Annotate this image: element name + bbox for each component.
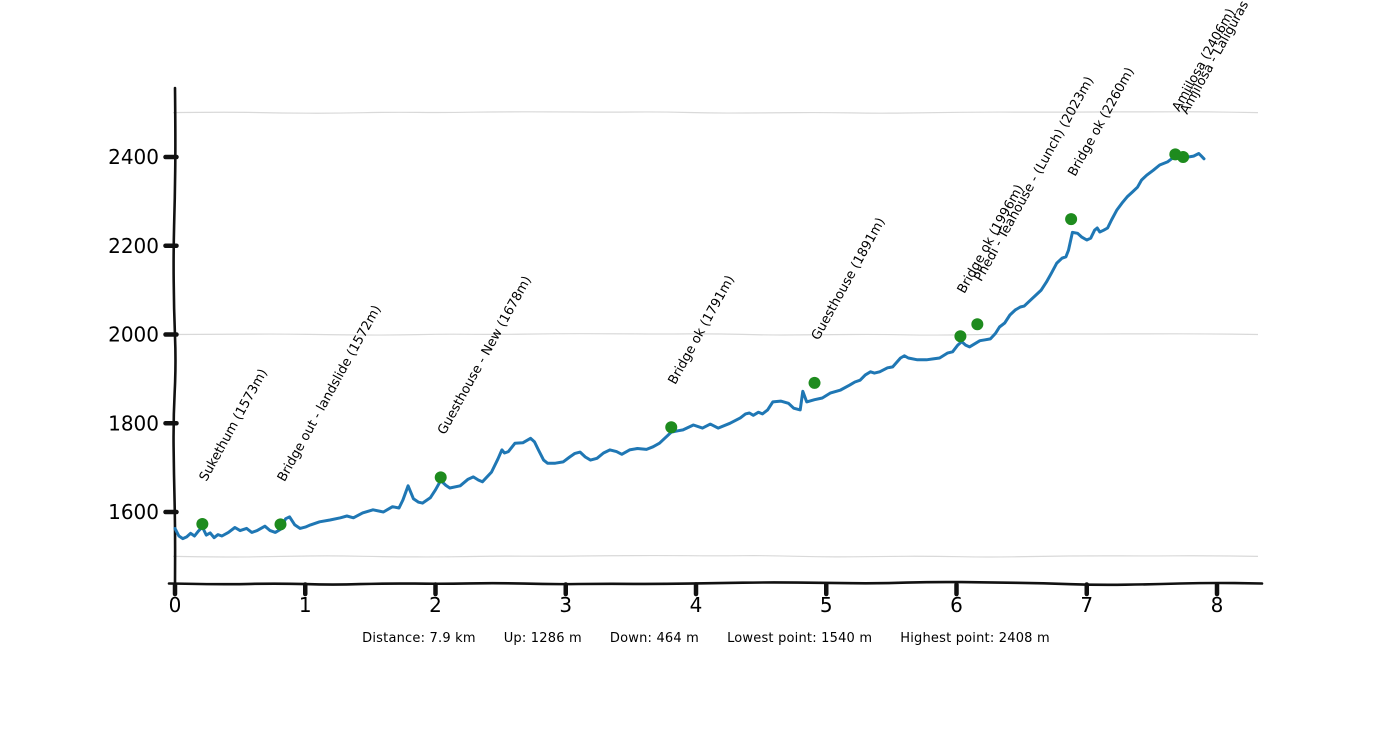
x-tick-label-3: 3 [559, 593, 572, 617]
waypoint-dot-9 [1177, 151, 1190, 163]
waypoint-label-1: Bridge out - landslide (1572m) [275, 303, 385, 484]
x-tick-label-0: 0 [169, 593, 182, 617]
grid-line-2000 [172, 333, 1259, 336]
elevation-profile-line [173, 152, 1206, 541]
x-tick-label-6: 6 [950, 593, 963, 617]
y-tick-label-2200: 2200 [108, 234, 159, 258]
waypoint-dot-2 [434, 471, 447, 484]
stat-up: Up: 1286 m [503, 631, 582, 646]
waypoint-label-4: Guesthouse (1891m) [809, 215, 889, 342]
waypoint-dot-7 [1065, 213, 1078, 226]
y-tick-label-1800: 1800 [108, 411, 159, 435]
x-tick-label-5: 5 [820, 593, 833, 617]
stat-down: Down: 464 m [609, 631, 700, 646]
waypoint-dot-0 [196, 517, 209, 530]
x-tick-label-2: 2 [429, 593, 442, 617]
waypoint-label-2: Guesthouse - New (1678m) [435, 274, 535, 438]
y-tick-label-2400: 2400 [108, 145, 159, 169]
stat-lowest-point: Lowest point: 1540 m [727, 631, 873, 646]
x-tick-label-1: 1 [299, 593, 312, 617]
waypoint-dot-5 [954, 330, 967, 343]
waypoint-label-9: Amjilosa - Laliguras [1177, 0, 1252, 117]
waypoint-dot-6 [971, 318, 984, 331]
y-tick-label-1600: 1600 [108, 500, 159, 524]
waypoint-dot-1 [274, 518, 287, 531]
waypoint-label-0: Sukethum (1573m) [197, 367, 271, 484]
grid-line-2500 [172, 111, 1259, 114]
x-tick-label-8: 8 [1211, 593, 1224, 617]
waypoint-label-7: Bridge ok (2260m) [1065, 65, 1137, 179]
grid-line-1500 [172, 554, 1259, 558]
stat-highest-point: Highest point: 2408 m [900, 631, 1050, 646]
waypoint-dot-3 [665, 421, 678, 434]
x-axis-spine [167, 580, 1264, 587]
x-tick-label-4: 4 [690, 593, 703, 617]
y-tick-label-2000: 2000 [108, 323, 159, 347]
stat-distance: Distance: 7.9 km [362, 631, 476, 646]
stats-row: Distance: 7.9 km Up: 1286 m Down: 464 m … [0, 631, 1400, 646]
x-tick-label-7: 7 [1080, 593, 1093, 617]
waypoint-label-3: Bridge ok (1791m) [666, 273, 738, 387]
waypoint-dot-4 [808, 376, 821, 389]
